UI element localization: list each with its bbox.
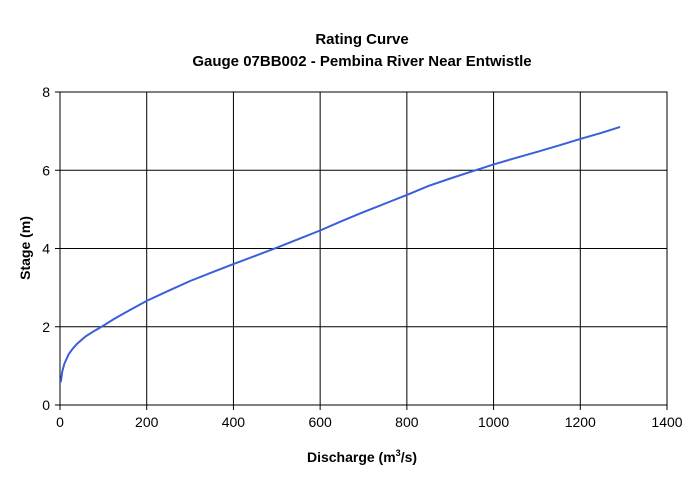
x-tick-label-1: 200 bbox=[135, 414, 159, 430]
x-tick-label-0: 0 bbox=[56, 414, 64, 430]
chart-subtitle: Gauge 07BB002 - Pembina River Near Entwi… bbox=[192, 53, 531, 70]
x-axis-label-prefix: Discharge (m bbox=[307, 449, 396, 465]
y-tick-label-0: 0 bbox=[42, 397, 50, 413]
series-layer bbox=[59, 126, 621, 383]
x-axis-label-suffix: /s) bbox=[401, 449, 417, 465]
x-axis-label: Discharge (m3/s) bbox=[307, 448, 417, 465]
y-axis-label: Stage (m) bbox=[17, 216, 33, 280]
x-tick-label-6: 1200 bbox=[565, 414, 596, 430]
x-tick-label-7: 1400 bbox=[651, 414, 682, 430]
x-axis-ticks: 0 200 400 600 800 1000 1200 1400 bbox=[56, 405, 683, 430]
y-tick-label-4: 8 bbox=[42, 84, 50, 100]
x-tick-label-4: 800 bbox=[395, 414, 419, 430]
x-tick-label-2: 400 bbox=[222, 414, 246, 430]
rating-curve-line-0 bbox=[59, 126, 621, 383]
x-tick-label-5: 1000 bbox=[478, 414, 509, 430]
y-tick-label-1: 2 bbox=[42, 319, 50, 335]
grid bbox=[59, 91, 668, 406]
x-axis-label-superscript: 3 bbox=[396, 448, 401, 458]
x-tick-label-3: 600 bbox=[308, 414, 332, 430]
y-tick-label-2: 4 bbox=[42, 241, 50, 257]
chart-title: Rating Curve bbox=[315, 31, 408, 48]
y-axis-ticks: 0 2 4 6 8 bbox=[42, 84, 60, 413]
y-tick-label-3: 6 bbox=[42, 162, 50, 178]
